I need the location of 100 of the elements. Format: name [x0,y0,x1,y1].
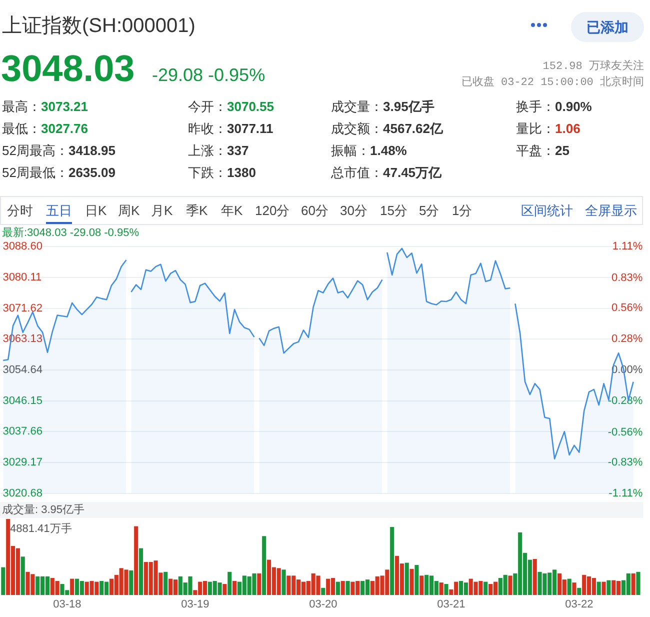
text: 152.98 万球友关注 [542,60,644,74]
text: 量比： [516,121,555,136]
y2-tick-label: -1.11% [608,487,643,500]
y-tick-label: 3046.15 [2,394,42,407]
bar [390,527,394,595]
text: 振幅： [331,143,370,158]
bar [138,548,144,595]
text: 换手： [516,99,555,114]
bar [606,580,611,595]
bar [577,588,582,595]
bar [134,526,138,595]
text: 3.95亿手 [383,99,434,114]
text: 3027.76 [41,121,88,136]
header-strip: 成交量: 3.95亿手 [0,502,643,518]
bar [420,576,424,595]
bar [596,582,601,595]
bar [340,580,345,595]
x-tick-label: 03-19 [181,598,210,611]
y-tick-label: 3088.60 [2,240,42,253]
bar [631,573,636,595]
bar [508,576,512,595]
text: 周K [118,203,140,219]
text: 成交量： [331,99,383,114]
bar [602,582,606,595]
text: 月K [151,203,173,219]
text: 337 [227,143,249,158]
y2-tick-label: -0.56% [608,426,643,438]
text: 上证指数(SH:000001) [2,14,196,38]
text: 年K [221,203,243,219]
text: 3048.03 [1,48,135,89]
bar [532,558,537,595]
bar [636,572,640,595]
bar [20,556,25,595]
text: 日K [85,203,107,219]
y2-tick-label: 1.11% [612,240,643,253]
text: 3077.11 [227,121,274,136]
text: 分时 [7,203,33,219]
bar [414,565,419,595]
text: 4567.62亿 [383,121,443,136]
y2-tick-label: -0.83% [608,456,643,468]
y-tick-label: 3037.66 [2,426,42,438]
bar [222,584,227,595]
text: 最低： [2,121,41,136]
text: 区间统计 [521,203,573,219]
bar [1,567,6,595]
x-tick-label: 03-18 [53,598,82,611]
text: 1.06 [555,121,580,136]
text: 47.45万亿 [383,165,442,180]
text: 上涨： [188,143,227,158]
bar [567,578,572,595]
text: 5分 [419,203,440,219]
text: 120分 [255,203,290,219]
bar [232,580,237,595]
text: 成交额： [331,121,383,136]
text: 30分 [340,203,368,219]
y-tick-label: 3029.17 [2,456,42,469]
text: 平盘： [516,143,555,158]
chart-title: 成交量: 3.95亿手 [2,504,85,516]
text: 五日 [46,203,72,224]
bar [321,588,326,595]
y-tick-label: 3071.62 [2,302,42,314]
text: 15分 [380,203,408,219]
text: 1.48% [370,143,407,158]
x-tick-label: 03-22 [565,598,594,611]
pill-button: 已添加 [571,12,644,42]
text: 2635.09 [68,165,116,180]
text: 60分 [301,203,328,219]
y2-tick-label: 0.28% [611,332,643,345]
x-tick-label: 03-20 [309,598,338,611]
text: 1380 [227,165,256,180]
x-tick-label: 03-21 [437,598,466,611]
text: 3418.95 [68,143,116,158]
y2-tick-label: 0.56% [611,302,643,314]
text: 最高： [2,99,41,114]
bar [164,572,168,595]
bar [129,570,134,595]
bar [262,536,266,595]
bar [572,582,576,595]
text: 3070.55 [227,99,274,114]
text: 已收盘 03-22 15:00:00 北京时间 [461,76,644,90]
text: 0.90% [555,99,592,114]
bar [70,578,74,595]
bar [484,582,488,595]
text: 全屏显示 [585,203,637,219]
text: 3073.21 [41,99,88,114]
bar [282,570,286,595]
bar [439,582,444,595]
text: 今开： [188,99,227,114]
annotation: 4881.41万手 [10,523,72,535]
text: 下跌： [188,165,227,180]
y-tick-label: 3080.11 [2,271,42,284]
text: 25 [555,143,570,158]
chart-title: 最新:3048.03 -29.08 -0.95% [2,227,139,239]
bar [410,568,414,595]
bar [404,562,409,595]
bar [336,582,340,595]
text: 总市值： [331,165,383,180]
text: -29.08 -0.95% [152,64,266,86]
y2-tick-label: 0.83% [611,272,643,284]
text: 52周最低： [2,165,68,180]
